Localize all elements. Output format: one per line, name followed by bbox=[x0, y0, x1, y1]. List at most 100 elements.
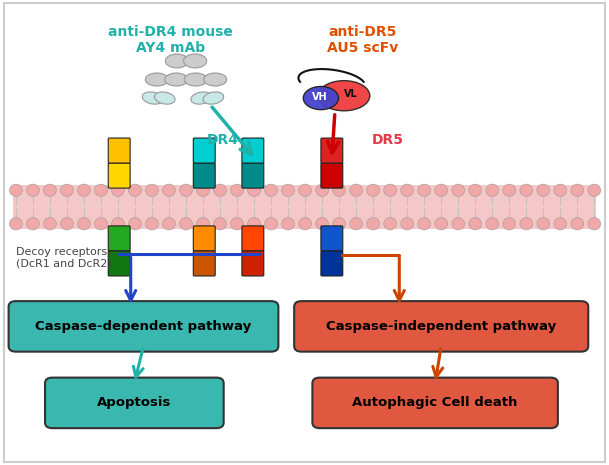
Ellipse shape bbox=[299, 184, 311, 196]
Ellipse shape bbox=[231, 218, 244, 230]
FancyBboxPatch shape bbox=[193, 138, 215, 163]
Ellipse shape bbox=[60, 218, 73, 230]
Text: Caspase-dependent pathway: Caspase-dependent pathway bbox=[35, 320, 252, 333]
FancyBboxPatch shape bbox=[321, 138, 343, 163]
Text: anti-DR5
AU5 scFv: anti-DR5 AU5 scFv bbox=[326, 25, 398, 55]
Ellipse shape bbox=[282, 218, 295, 230]
Ellipse shape bbox=[401, 184, 414, 196]
Ellipse shape bbox=[333, 184, 345, 196]
FancyBboxPatch shape bbox=[193, 251, 215, 276]
Ellipse shape bbox=[303, 86, 339, 110]
FancyBboxPatch shape bbox=[242, 226, 264, 251]
Ellipse shape bbox=[367, 218, 379, 230]
Ellipse shape bbox=[435, 218, 448, 230]
Ellipse shape bbox=[384, 218, 396, 230]
Ellipse shape bbox=[315, 184, 328, 196]
Text: Caspase-independent pathway: Caspase-independent pathway bbox=[326, 320, 557, 333]
Ellipse shape bbox=[486, 184, 499, 196]
FancyBboxPatch shape bbox=[108, 226, 130, 251]
Ellipse shape bbox=[333, 218, 345, 230]
FancyBboxPatch shape bbox=[193, 163, 215, 188]
Ellipse shape bbox=[503, 184, 516, 196]
Ellipse shape bbox=[350, 218, 362, 230]
FancyBboxPatch shape bbox=[312, 378, 558, 428]
Ellipse shape bbox=[571, 218, 583, 230]
Ellipse shape bbox=[43, 218, 56, 230]
Ellipse shape bbox=[265, 184, 278, 196]
Ellipse shape bbox=[318, 80, 370, 111]
Ellipse shape bbox=[588, 218, 600, 230]
Ellipse shape bbox=[155, 92, 175, 104]
Ellipse shape bbox=[418, 184, 431, 196]
Ellipse shape bbox=[111, 184, 124, 196]
Ellipse shape bbox=[282, 184, 295, 196]
Ellipse shape bbox=[128, 218, 141, 230]
Bar bbox=[13, 185, 596, 229]
Text: Autophagic Cell death: Autophagic Cell death bbox=[353, 396, 518, 409]
Ellipse shape bbox=[520, 218, 533, 230]
Ellipse shape bbox=[165, 73, 188, 86]
Ellipse shape bbox=[554, 184, 567, 196]
Ellipse shape bbox=[520, 184, 533, 196]
Ellipse shape bbox=[203, 92, 224, 104]
Text: VH: VH bbox=[312, 92, 328, 102]
Text: Apoptosis: Apoptosis bbox=[97, 396, 172, 409]
Text: anti-DR4 mouse
AY4 mAb: anti-DR4 mouse AY4 mAb bbox=[108, 25, 233, 55]
Ellipse shape bbox=[77, 218, 90, 230]
Ellipse shape bbox=[27, 184, 39, 196]
Ellipse shape bbox=[180, 184, 192, 196]
FancyBboxPatch shape bbox=[242, 163, 264, 188]
Ellipse shape bbox=[231, 184, 244, 196]
FancyBboxPatch shape bbox=[294, 301, 588, 352]
Ellipse shape bbox=[554, 218, 567, 230]
Ellipse shape bbox=[571, 184, 583, 196]
Ellipse shape bbox=[146, 73, 169, 86]
Ellipse shape bbox=[197, 218, 209, 230]
Ellipse shape bbox=[265, 218, 278, 230]
FancyBboxPatch shape bbox=[242, 138, 264, 163]
Ellipse shape bbox=[191, 92, 211, 104]
Ellipse shape bbox=[435, 184, 448, 196]
FancyBboxPatch shape bbox=[108, 251, 130, 276]
FancyBboxPatch shape bbox=[242, 251, 264, 276]
Ellipse shape bbox=[537, 184, 550, 196]
Ellipse shape bbox=[27, 218, 39, 230]
Ellipse shape bbox=[248, 218, 261, 230]
Ellipse shape bbox=[299, 218, 311, 230]
Text: VL: VL bbox=[345, 89, 358, 100]
Ellipse shape bbox=[94, 184, 107, 196]
Text: Decoy receptors
(DcR1 and DcR2): Decoy receptors (DcR1 and DcR2) bbox=[16, 247, 111, 269]
Ellipse shape bbox=[588, 184, 600, 196]
Ellipse shape bbox=[452, 218, 465, 230]
Ellipse shape bbox=[163, 184, 175, 196]
Ellipse shape bbox=[486, 218, 499, 230]
Ellipse shape bbox=[418, 218, 431, 230]
Ellipse shape bbox=[350, 184, 362, 196]
FancyBboxPatch shape bbox=[193, 226, 215, 251]
Ellipse shape bbox=[10, 218, 23, 230]
Ellipse shape bbox=[146, 218, 158, 230]
Text: DR4: DR4 bbox=[206, 133, 239, 147]
Ellipse shape bbox=[128, 184, 141, 196]
Ellipse shape bbox=[401, 218, 414, 230]
Ellipse shape bbox=[203, 73, 227, 86]
FancyBboxPatch shape bbox=[45, 378, 224, 428]
Ellipse shape bbox=[469, 218, 482, 230]
Ellipse shape bbox=[94, 218, 107, 230]
Ellipse shape bbox=[143, 92, 163, 104]
Ellipse shape bbox=[10, 184, 23, 196]
Ellipse shape bbox=[367, 184, 379, 196]
Ellipse shape bbox=[315, 218, 328, 230]
Ellipse shape bbox=[180, 218, 192, 230]
Ellipse shape bbox=[214, 218, 227, 230]
Ellipse shape bbox=[469, 184, 482, 196]
Ellipse shape bbox=[384, 184, 396, 196]
Ellipse shape bbox=[197, 184, 209, 196]
Ellipse shape bbox=[183, 54, 206, 68]
Ellipse shape bbox=[503, 218, 516, 230]
Ellipse shape bbox=[43, 184, 56, 196]
FancyBboxPatch shape bbox=[321, 163, 343, 188]
FancyBboxPatch shape bbox=[321, 251, 343, 276]
Ellipse shape bbox=[452, 184, 465, 196]
Ellipse shape bbox=[60, 184, 73, 196]
